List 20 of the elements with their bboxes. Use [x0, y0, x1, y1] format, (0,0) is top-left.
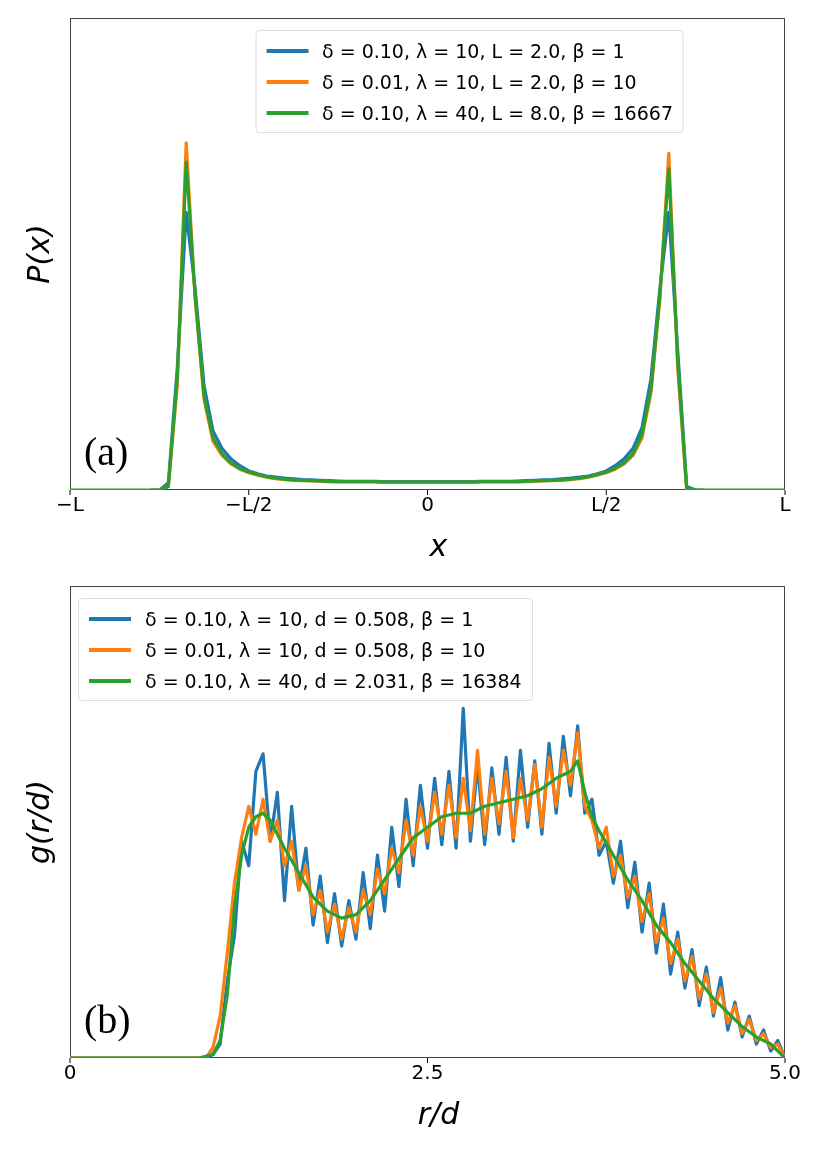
legend-label: δ = 0.10, λ = 40, L = 8.0, β = 16667: [322, 101, 673, 124]
legend-label: δ = 0.01, λ = 10, L = 2.0, β = 10: [322, 70, 637, 93]
y-axis-title: g(r/d): [20, 780, 56, 864]
x-axis-title: r/d: [416, 1096, 461, 1131]
legend-label: δ = 0.10, λ = 10, d = 0.508, β = 1: [145, 607, 474, 630]
x-tick-label: 0: [63, 1060, 77, 1085]
legend-label: δ = 0.10, λ = 40, d = 2.031, β = 16384: [145, 669, 522, 692]
x-tick-label: 2.5: [411, 1060, 444, 1085]
legend-label: δ = 0.01, λ = 10, d = 0.508, β = 10: [145, 638, 486, 661]
x-tick-label: 0: [421, 492, 434, 517]
annotation: (a): [84, 428, 129, 475]
x-tick-label: −L: [56, 492, 85, 517]
legend-label: δ = 0.10, λ = 10, L = 2.0, β = 1: [322, 39, 625, 62]
x-tick-label: 5.0: [769, 1060, 801, 1085]
annotation: (b): [84, 996, 131, 1043]
x-tick-label: −L/2: [225, 492, 273, 517]
x-tick-label: L/2: [590, 492, 622, 517]
y-axis-title: P(x): [20, 224, 56, 284]
x-axis-title: x: [428, 528, 449, 563]
x-tick-label: L: [779, 492, 792, 517]
